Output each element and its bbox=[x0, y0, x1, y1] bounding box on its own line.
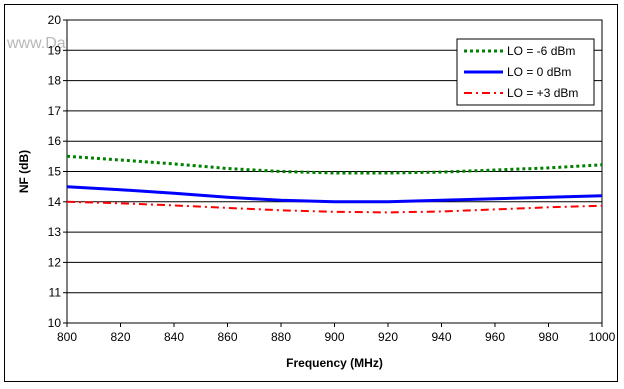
x-tick-label: 840 bbox=[164, 330, 184, 344]
y-tick-label: 15 bbox=[48, 165, 62, 179]
x-tick-label: 880 bbox=[271, 330, 291, 344]
y-axis-label: NF (dB) bbox=[17, 150, 31, 193]
y-tick-label: 10 bbox=[48, 316, 62, 330]
series-line-1 bbox=[66, 154, 603, 175]
chart-frame: www.DataSheet4U.com 10111213141516171819… bbox=[4, 4, 618, 382]
y-tick-label: 14 bbox=[48, 195, 62, 209]
y-tick-label: 12 bbox=[48, 255, 62, 269]
legend: LO = -6 dBm LO = 0 dBm LO = +3 dBm bbox=[456, 38, 595, 106]
x-tick-label: 920 bbox=[378, 330, 398, 344]
y-tick-label: 17 bbox=[48, 104, 62, 118]
x-tick-label: 820 bbox=[110, 330, 130, 344]
x-tick-label: 800 bbox=[57, 330, 77, 344]
nf-vs-frequency-chart: www.DataSheet4U.com 10111213141516171819… bbox=[6, 13, 616, 370]
y-tick-label: 16 bbox=[48, 134, 62, 148]
y-tick-label: 20 bbox=[48, 13, 62, 27]
legend-entry-1: LO = -6 dBm bbox=[507, 44, 575, 58]
x-tick-label: 940 bbox=[431, 330, 451, 344]
x-tick-label: 1000 bbox=[589, 330, 616, 344]
y-tick-label: 13 bbox=[48, 225, 62, 239]
x-tick-label: 900 bbox=[324, 330, 344, 344]
y-axis-ticks: 10 11 12 13 14 15 16 17 18 19 20 bbox=[48, 13, 67, 330]
y-tick-label: 18 bbox=[48, 74, 62, 88]
x-tick-label: 980 bbox=[538, 330, 558, 344]
x-tick-label: 860 bbox=[217, 330, 237, 344]
series-lines bbox=[66, 154, 603, 214]
x-axis-label: Frequency (MHz) bbox=[286, 356, 383, 370]
gridlines bbox=[67, 19, 602, 324]
legend-entry-3: LO = +3 dBm bbox=[507, 86, 578, 100]
x-tick-label: 960 bbox=[485, 330, 505, 344]
x-axis-ticks: 800 820 840 860 880 900 920 940 960 980 1000 bbox=[57, 323, 616, 344]
y-tick-label: 11 bbox=[49, 286, 62, 300]
y-tick-label: 19 bbox=[48, 43, 62, 57]
legend-entry-2: LO = 0 dBm bbox=[507, 65, 571, 79]
series-line-2 bbox=[66, 185, 603, 204]
